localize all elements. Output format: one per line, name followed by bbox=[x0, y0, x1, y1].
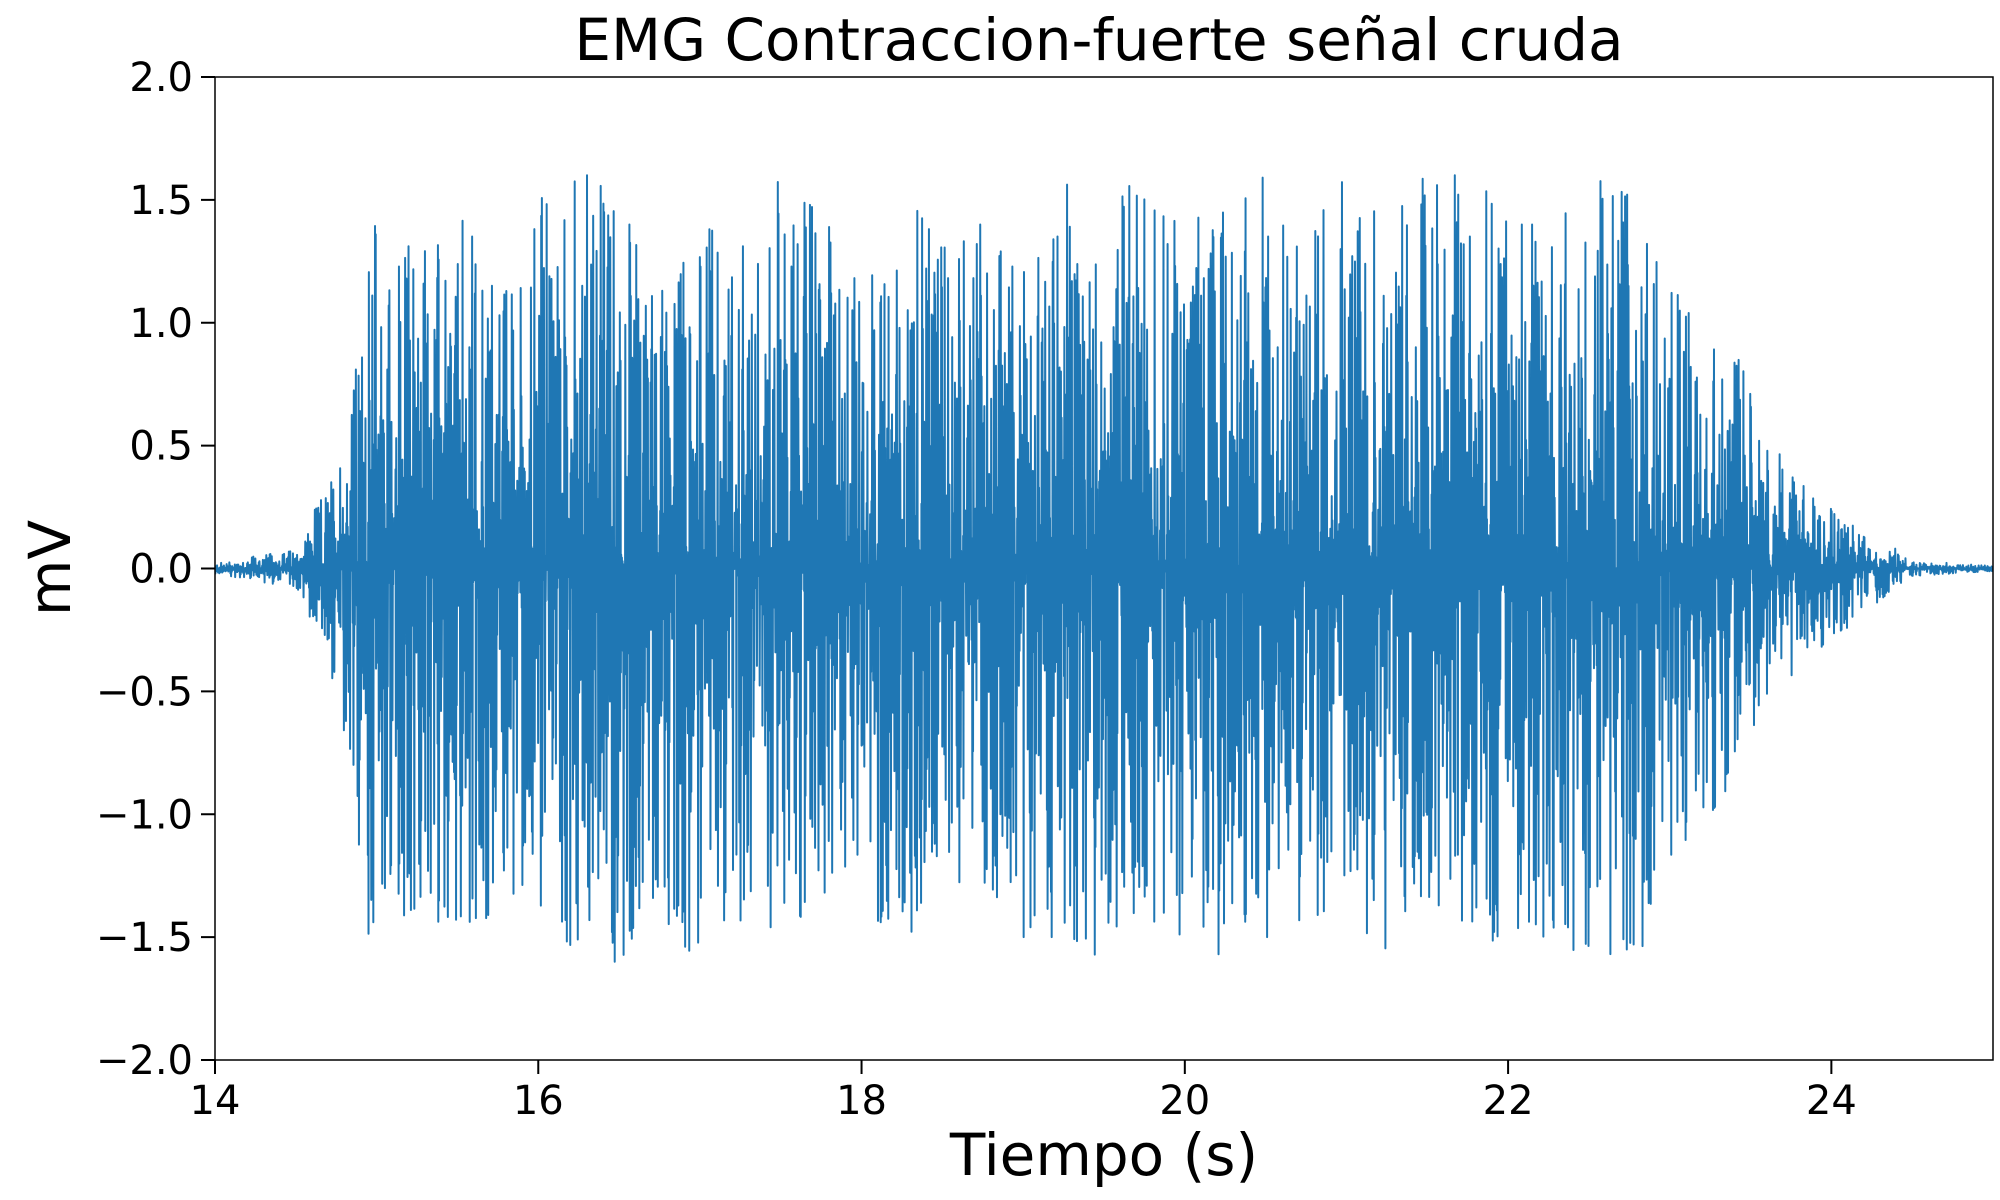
x-tick-label: 14 bbox=[190, 1078, 241, 1124]
y-tick-label: 0.5 bbox=[129, 424, 193, 470]
x-tick-label: 20 bbox=[1159, 1078, 1210, 1124]
chart-title: EMG Contraccion-fuerte señal cruda bbox=[574, 6, 1623, 74]
y-tick-label: −0.5 bbox=[96, 669, 193, 715]
y-tick-label: 1.0 bbox=[129, 301, 193, 347]
y-tick-label: −2.0 bbox=[96, 1038, 193, 1084]
y-tick-label: −1.0 bbox=[96, 792, 193, 838]
x-tick-label: 18 bbox=[836, 1078, 887, 1124]
x-tick-label: 16 bbox=[513, 1078, 564, 1124]
y-tick-label: 1.5 bbox=[129, 178, 193, 224]
y-axis-label: mV bbox=[16, 520, 84, 616]
y-tick-label: 0.0 bbox=[129, 547, 193, 593]
x-tick-label: 22 bbox=[1483, 1078, 1534, 1124]
x-axis-label: Tiempo (s) bbox=[949, 1121, 1258, 1189]
y-tick-label: 2.0 bbox=[129, 55, 193, 101]
x-tick-label: 24 bbox=[1806, 1078, 1857, 1124]
y-tick-label: −1.5 bbox=[96, 915, 193, 961]
x-axis: 14 16 18 20 22 24 bbox=[190, 1060, 1857, 1124]
emg-signal-line bbox=[215, 174, 1993, 963]
y-axis: −2.0 −1.5 −1.0 −0.5 0.0 0.5 1.0 1.5 2.0 bbox=[96, 55, 215, 1084]
plot-area bbox=[215, 174, 1993, 963]
